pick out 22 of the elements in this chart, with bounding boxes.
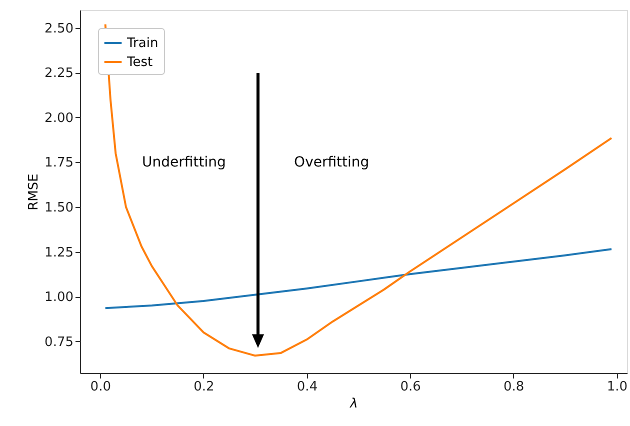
annotation: Overfitting xyxy=(294,154,370,170)
annotation: Underfitting xyxy=(142,154,226,170)
x-tick-label: 0.6 xyxy=(400,380,421,394)
y-tick-label: 1.25 xyxy=(44,245,74,260)
legend-label: Test xyxy=(126,55,153,70)
legend-label: Train xyxy=(126,36,158,51)
x-tick-label: 1.0 xyxy=(606,380,628,394)
y-axis-title: RMSE xyxy=(26,174,42,210)
x-tick-label: 0.4 xyxy=(296,380,318,394)
y-tick-label: 2.50 xyxy=(44,21,74,36)
y-tick-label: 2.00 xyxy=(44,110,74,126)
x-tick-label: 0.2 xyxy=(194,380,214,394)
x-tick-label: 0.0 xyxy=(90,380,111,394)
y-tick-label: 0.75 xyxy=(44,334,74,350)
y-tick-label: 1.50 xyxy=(44,200,74,216)
y-tick-label: 2.25 xyxy=(44,66,74,82)
line-series xyxy=(104,248,613,310)
x-axis-title: λ xyxy=(349,396,358,412)
x-tick-label: 0.8 xyxy=(504,380,524,394)
y-tick-label: 1.75 xyxy=(44,156,74,171)
y-tick-label: 1.00 xyxy=(44,290,74,306)
line-series xyxy=(104,23,613,357)
